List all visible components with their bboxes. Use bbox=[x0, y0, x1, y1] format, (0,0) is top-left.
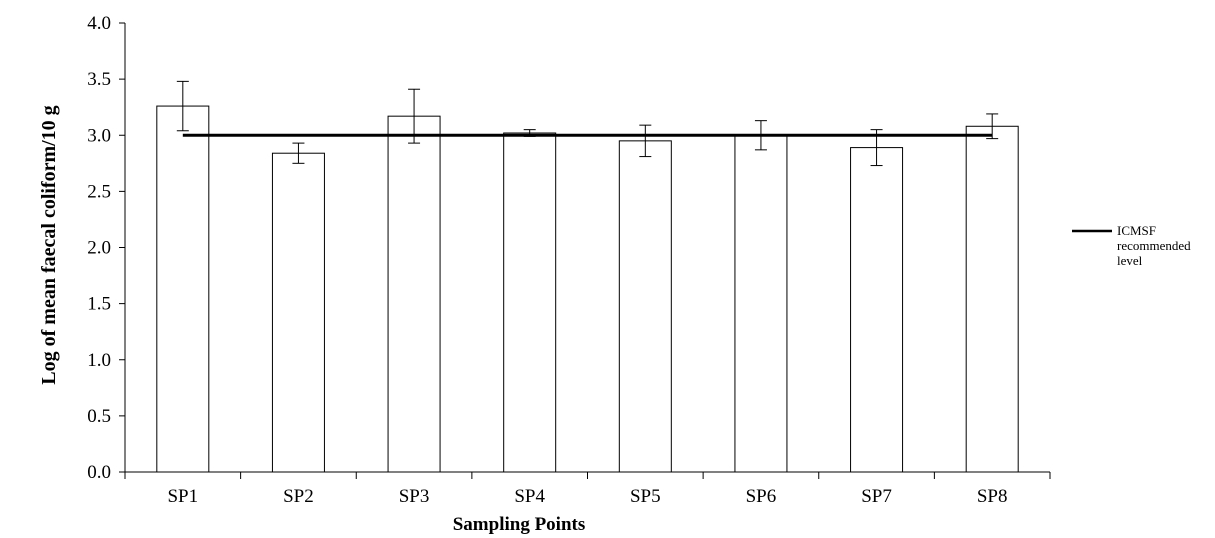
error-bar-sp1 bbox=[176, 80, 189, 132]
x-axis-ticks: SP1 SP2 SP3 SP4 SP5 SP6 SP7 SP8 bbox=[124, 472, 1051, 507]
y-tick-label: 2.0 bbox=[87, 238, 111, 259]
y-tick-label: 1.5 bbox=[87, 294, 111, 315]
legend: ICMSF recommended level bbox=[1072, 223, 1191, 268]
y-axis-ticks: 0.0 0.5 1.0 1.5 2.0 2.5 3.0 3.5 4.0 bbox=[87, 13, 125, 483]
bar-sp2 bbox=[271, 152, 325, 473]
y-tick-label: 0.5 bbox=[87, 406, 111, 427]
error-bar-sp2 bbox=[292, 142, 305, 164]
y-axis-title: Log of mean faecal coliform/10 g bbox=[38, 105, 60, 384]
y-tick-label: 0.0 bbox=[87, 462, 111, 483]
x-category-label: SP1 bbox=[167, 486, 198, 507]
bar-sp5 bbox=[618, 140, 672, 473]
x-category-label: SP2 bbox=[283, 486, 314, 507]
legend-label-line-3: level bbox=[1117, 253, 1143, 268]
legend-label-line-2: recommended bbox=[1117, 238, 1191, 253]
bar-sp1 bbox=[156, 105, 210, 473]
bar-sp6 bbox=[734, 134, 788, 473]
x-axis-title: Sampling Points bbox=[453, 514, 586, 535]
bars-group bbox=[156, 105, 1019, 473]
legend-label-line-1: ICMSF bbox=[1117, 223, 1156, 238]
y-tick-label: 2.5 bbox=[87, 181, 111, 202]
bar-sp8 bbox=[965, 125, 1019, 473]
y-tick-label: 4.0 bbox=[87, 13, 111, 34]
x-category-label: SP5 bbox=[630, 486, 661, 507]
error-bar-sp5 bbox=[639, 124, 652, 158]
x-category-label: SP3 bbox=[399, 486, 430, 507]
bar-sp3 bbox=[387, 115, 441, 473]
x-category-label: SP8 bbox=[977, 486, 1008, 507]
x-category-label: SP4 bbox=[514, 486, 545, 507]
x-category-label: SP6 bbox=[746, 486, 777, 507]
y-tick-label: 3.0 bbox=[87, 125, 111, 146]
bar-sp4 bbox=[503, 132, 557, 473]
y-tick-label: 3.5 bbox=[87, 69, 111, 90]
y-tick-label: 1.0 bbox=[87, 350, 111, 371]
bar-sp7 bbox=[850, 147, 904, 473]
x-category-label: SP7 bbox=[861, 486, 892, 507]
